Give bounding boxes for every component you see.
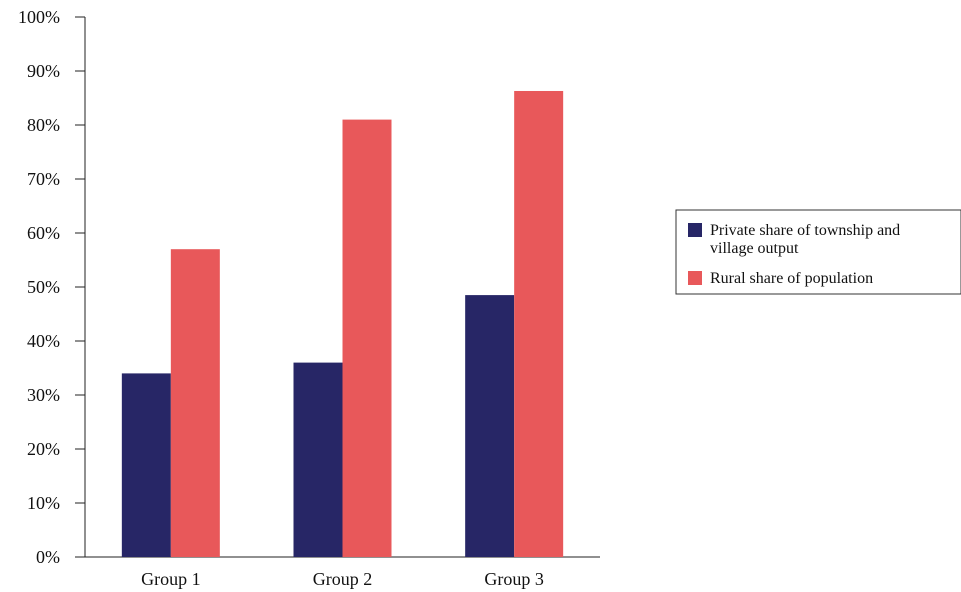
legend-swatch xyxy=(688,223,702,237)
y-tick-label: 70% xyxy=(27,169,60,189)
y-tick-label: 30% xyxy=(27,385,60,405)
y-tick-label: 90% xyxy=(27,61,60,81)
legend-box xyxy=(675,209,961,295)
legend-label: Rural share of population xyxy=(710,270,873,287)
bar-series-2 xyxy=(342,119,392,557)
bar-series-1 xyxy=(121,373,171,557)
bars xyxy=(121,90,564,557)
bar-series-2 xyxy=(514,90,564,557)
y-tick-label: 20% xyxy=(27,439,60,459)
y-tick-label: 60% xyxy=(27,223,60,243)
y-tick-label: 80% xyxy=(27,115,60,135)
legend-label-line: Rural share of population xyxy=(710,270,873,287)
x-tick-label: Group 2 xyxy=(313,569,373,589)
bar-series-1 xyxy=(293,362,343,557)
legend-label-line: Private share of township and xyxy=(710,222,900,239)
x-tick-label: Group 1 xyxy=(141,569,201,589)
y-tick-label: 10% xyxy=(27,493,60,513)
y-tick-label: 50% xyxy=(27,277,60,297)
legend: Private share of township and village out… xyxy=(675,209,961,295)
bar-series-2 xyxy=(170,249,220,557)
bar-series-1 xyxy=(465,295,515,557)
x-axis: Group 1 Group 2 Group 3 xyxy=(85,556,600,589)
x-tick-label: Group 3 xyxy=(484,569,544,589)
y-axis: 0% 10% 20% 30% 40% 50% 60% 70% 80% 90% 100% xyxy=(18,7,86,567)
y-tick-label: 40% xyxy=(27,331,60,351)
legend-label-line: village output xyxy=(710,240,799,257)
y-tick-label: 100% xyxy=(18,7,60,27)
y-tick-label: 0% xyxy=(36,547,60,567)
legend-label: Private share of township and village out… xyxy=(710,222,900,257)
legend-swatch xyxy=(688,271,702,285)
